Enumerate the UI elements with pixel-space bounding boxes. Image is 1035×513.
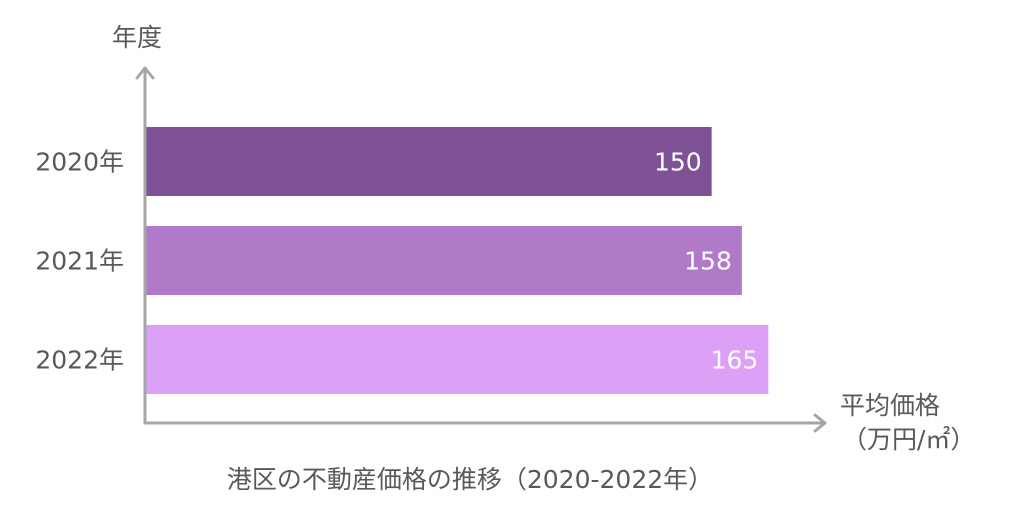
category-tick-label: 2021年 <box>35 247 124 276</box>
chart-title: 港区の不動産価格の推移（2020-2022年） <box>227 465 713 494</box>
y-axis-arrow <box>135 66 155 80</box>
bar-value-label: 165 <box>711 346 759 375</box>
category-tick-label: 2022年 <box>35 346 124 375</box>
bar-2 <box>146 226 742 295</box>
x-axis-title: 平均価格 <box>840 391 940 420</box>
x-axis-unit: （万円/㎡） <box>842 425 975 454</box>
y-axis-title: 年度 <box>112 23 162 52</box>
bar-3 <box>146 325 769 394</box>
bar-1 <box>146 127 712 196</box>
bar-value-label: 150 <box>654 148 702 177</box>
x-axis-arrow <box>813 413 827 433</box>
category-tick-label: 2020年 <box>35 148 124 177</box>
bar-value-label: 158 <box>684 247 732 276</box>
labels-group: 150 2020年 158 2021年 165 2022年 <box>35 148 758 375</box>
bars-group <box>146 127 769 394</box>
